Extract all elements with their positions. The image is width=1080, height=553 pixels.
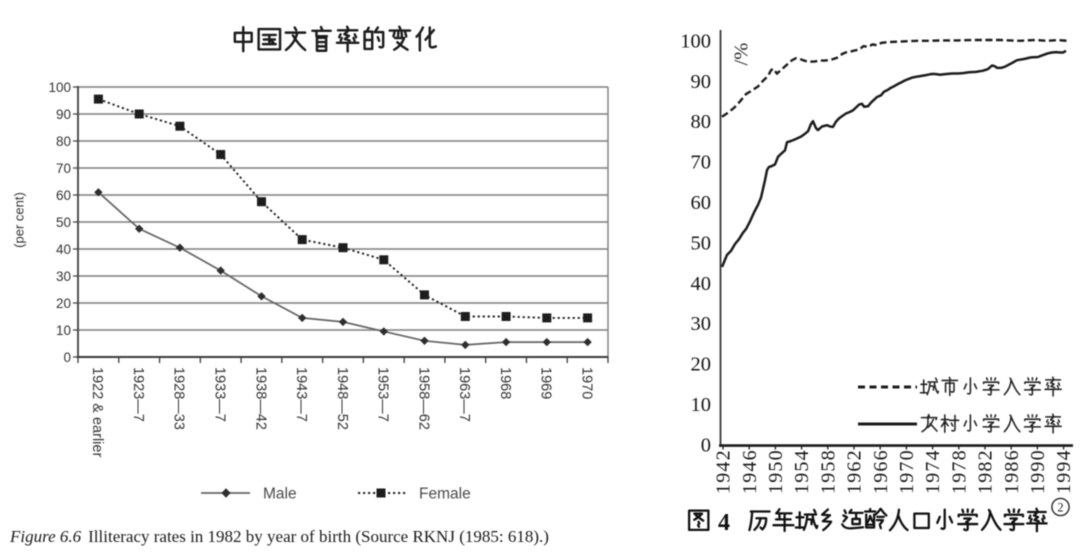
svg-text:0: 0 — [63, 350, 71, 365]
svg-text:1994: 1994 — [1053, 449, 1075, 494]
svg-text:0: 0 — [701, 434, 711, 456]
svg-text:1962: 1962 — [844, 449, 866, 494]
svg-text:80: 80 — [56, 134, 71, 149]
svg-text:100: 100 — [680, 30, 711, 52]
svg-text:1982: 1982 — [975, 449, 997, 494]
svg-text:1938—42: 1938—42 — [252, 367, 268, 430]
svg-text:70: 70 — [56, 161, 71, 176]
svg-text:2: 2 — [1057, 501, 1063, 515]
svg-text:/%: /% — [731, 43, 753, 66]
svg-text:1948—52: 1948—52 — [334, 367, 350, 430]
svg-text:(per cent): (per cent) — [12, 192, 27, 248]
svg-text:70: 70 — [691, 152, 712, 174]
svg-text:100: 100 — [48, 80, 71, 95]
svg-text:1946: 1946 — [739, 449, 761, 494]
svg-text:20: 20 — [691, 354, 712, 376]
svg-text:1963—7: 1963—7 — [456, 367, 472, 422]
svg-text:1968: 1968 — [497, 367, 513, 399]
svg-text:80: 80 — [691, 111, 712, 133]
svg-text:1986: 1986 — [1001, 449, 1023, 494]
svg-text:1970: 1970 — [896, 449, 918, 494]
svg-text:1974: 1974 — [922, 449, 944, 494]
svg-text:1970: 1970 — [578, 367, 594, 399]
svg-text:90: 90 — [56, 107, 71, 122]
svg-text:40: 40 — [56, 242, 71, 257]
svg-text:1953—7: 1953—7 — [375, 367, 391, 422]
svg-text:1933—7: 1933—7 — [212, 367, 228, 422]
svg-text:4: 4 — [718, 510, 730, 536]
svg-text:1978: 1978 — [948, 449, 970, 494]
svg-text:1923—7: 1923—7 — [130, 367, 146, 422]
svg-text:Female: Female — [419, 486, 471, 503]
svg-text:1943—7: 1943—7 — [293, 367, 309, 422]
svg-text:40: 40 — [691, 273, 712, 295]
svg-text:1958: 1958 — [817, 449, 839, 494]
svg-text:Male: Male — [263, 486, 297, 503]
svg-text:1969: 1969 — [538, 367, 554, 399]
svg-text:1950: 1950 — [765, 449, 787, 494]
svg-text:30: 30 — [56, 269, 71, 284]
svg-text:1942: 1942 — [713, 449, 735, 494]
svg-text:60: 60 — [56, 188, 71, 203]
svg-text:1966: 1966 — [870, 449, 892, 494]
svg-text:1954: 1954 — [791, 449, 813, 494]
svg-text:10: 10 — [56, 323, 71, 338]
svg-text:1922 & earlier: 1922 & earlier — [89, 367, 105, 457]
svg-text:1928—33: 1928—33 — [171, 367, 187, 430]
svg-text:30: 30 — [691, 313, 712, 335]
svg-text:20: 20 — [56, 296, 71, 311]
svg-text:60: 60 — [691, 192, 712, 214]
svg-text:50: 50 — [691, 232, 712, 254]
svg-text:1958—62: 1958—62 — [415, 367, 431, 430]
svg-text:90: 90 — [691, 71, 712, 93]
svg-text:1990: 1990 — [1027, 449, 1049, 494]
svg-text:10: 10 — [691, 394, 712, 416]
svg-text:50: 50 — [56, 215, 71, 230]
